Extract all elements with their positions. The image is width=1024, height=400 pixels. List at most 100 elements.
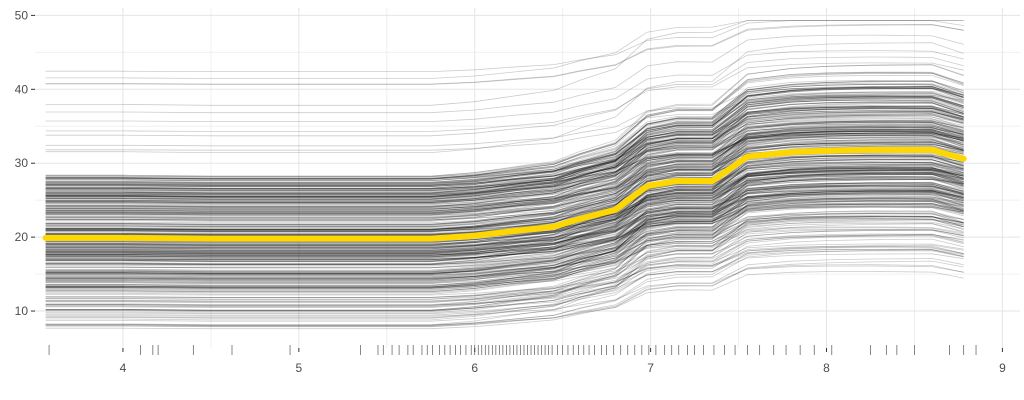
ice-line [45, 186, 964, 236]
ice-line [45, 154, 964, 259]
ice-line [45, 216, 964, 314]
ice-line [45, 163, 964, 216]
ice-line [45, 94, 964, 200]
ice-line [45, 216, 964, 265]
ice-line [45, 166, 964, 276]
ice-line [45, 139, 964, 250]
ice-line [45, 173, 964, 248]
y-tick-label: 30 [15, 156, 29, 170]
ice-line [45, 190, 964, 251]
ice-line [45, 119, 964, 198]
ice-line [45, 174, 964, 266]
ice-line [45, 248, 964, 298]
ice-line [45, 50, 964, 122]
ice-line [45, 190, 964, 280]
ice-line [45, 223, 964, 302]
ice-line [45, 188, 964, 287]
ice-line [45, 152, 964, 224]
ice-line [45, 168, 964, 263]
ice-line [45, 203, 964, 261]
ice-line [45, 185, 964, 267]
ice-line [45, 212, 964, 281]
x-tick-label: 4 [120, 361, 127, 375]
ice-line [45, 167, 964, 256]
ice-line [45, 216, 964, 289]
ice-line [45, 181, 964, 291]
ice-line [45, 117, 964, 225]
ice-line [45, 91, 964, 194]
ice-line [45, 108, 964, 214]
x-tick-label: 8 [823, 361, 830, 375]
ice-line [45, 182, 964, 274]
ice-line [45, 223, 964, 319]
ice-line [45, 233, 964, 312]
ice-line [45, 213, 964, 308]
ice-line [45, 125, 964, 209]
ice-line [45, 161, 964, 250]
ice-line [45, 191, 964, 283]
ice-line [45, 199, 964, 260]
ice-line [45, 86, 964, 180]
ice-line [45, 106, 964, 222]
ice-line [45, 111, 964, 186]
ice-line [45, 206, 964, 256]
ice-line [45, 197, 964, 261]
ice-line [45, 196, 964, 288]
ice-line [45, 129, 964, 228]
ice-line [45, 72, 964, 178]
ice-line [45, 182, 964, 257]
ice-line [45, 207, 964, 286]
ice-line [45, 271, 964, 326]
ice-line [45, 131, 964, 230]
ice-line [45, 192, 964, 274]
ice-line [45, 171, 964, 236]
ice-line [45, 230, 964, 308]
ice-line [45, 99, 964, 205]
ice-line [45, 217, 964, 321]
ice-line [45, 155, 964, 245]
ice-line [45, 132, 964, 195]
ice-line [45, 102, 964, 198]
ice-line [45, 128, 964, 214]
ice-line [45, 245, 964, 327]
ice-line [45, 116, 964, 180]
ice-line [45, 264, 964, 327]
ice-line [45, 200, 964, 300]
ice-line [45, 125, 964, 209]
ice-line [45, 173, 964, 283]
ice-line [45, 184, 964, 282]
ice-line [45, 86, 964, 179]
ice-line [45, 202, 964, 292]
ice-line [45, 198, 964, 313]
ice-line [45, 164, 964, 246]
ice-line [45, 173, 964, 256]
y-tick-label: 10 [15, 304, 29, 318]
ice-line [45, 129, 964, 218]
ice-line [45, 106, 964, 211]
ice-line [45, 130, 964, 231]
ice-line [45, 134, 964, 232]
ice-line [45, 183, 964, 259]
ice-line [45, 81, 964, 197]
ice-line [45, 126, 964, 210]
ice-line [45, 120, 964, 227]
ice-line [45, 121, 964, 202]
ice-line [45, 205, 964, 256]
ice-line [45, 34, 964, 114]
ice-line [45, 170, 964, 256]
ice-line [45, 265, 964, 317]
ice-line [45, 200, 964, 311]
ice-line [45, 194, 964, 292]
pdp-line [42, 146, 967, 242]
ice-line [45, 122, 964, 221]
y-tick-label: 50 [15, 8, 29, 22]
ice-line [45, 123, 964, 190]
ice-lines [45, 20, 964, 330]
ice-line [45, 167, 964, 255]
ice-line [45, 249, 964, 326]
ice-line [45, 133, 964, 191]
ice-line [45, 199, 964, 256]
ice-line [45, 174, 964, 269]
ice-line [45, 118, 964, 186]
ice-line [45, 193, 964, 252]
